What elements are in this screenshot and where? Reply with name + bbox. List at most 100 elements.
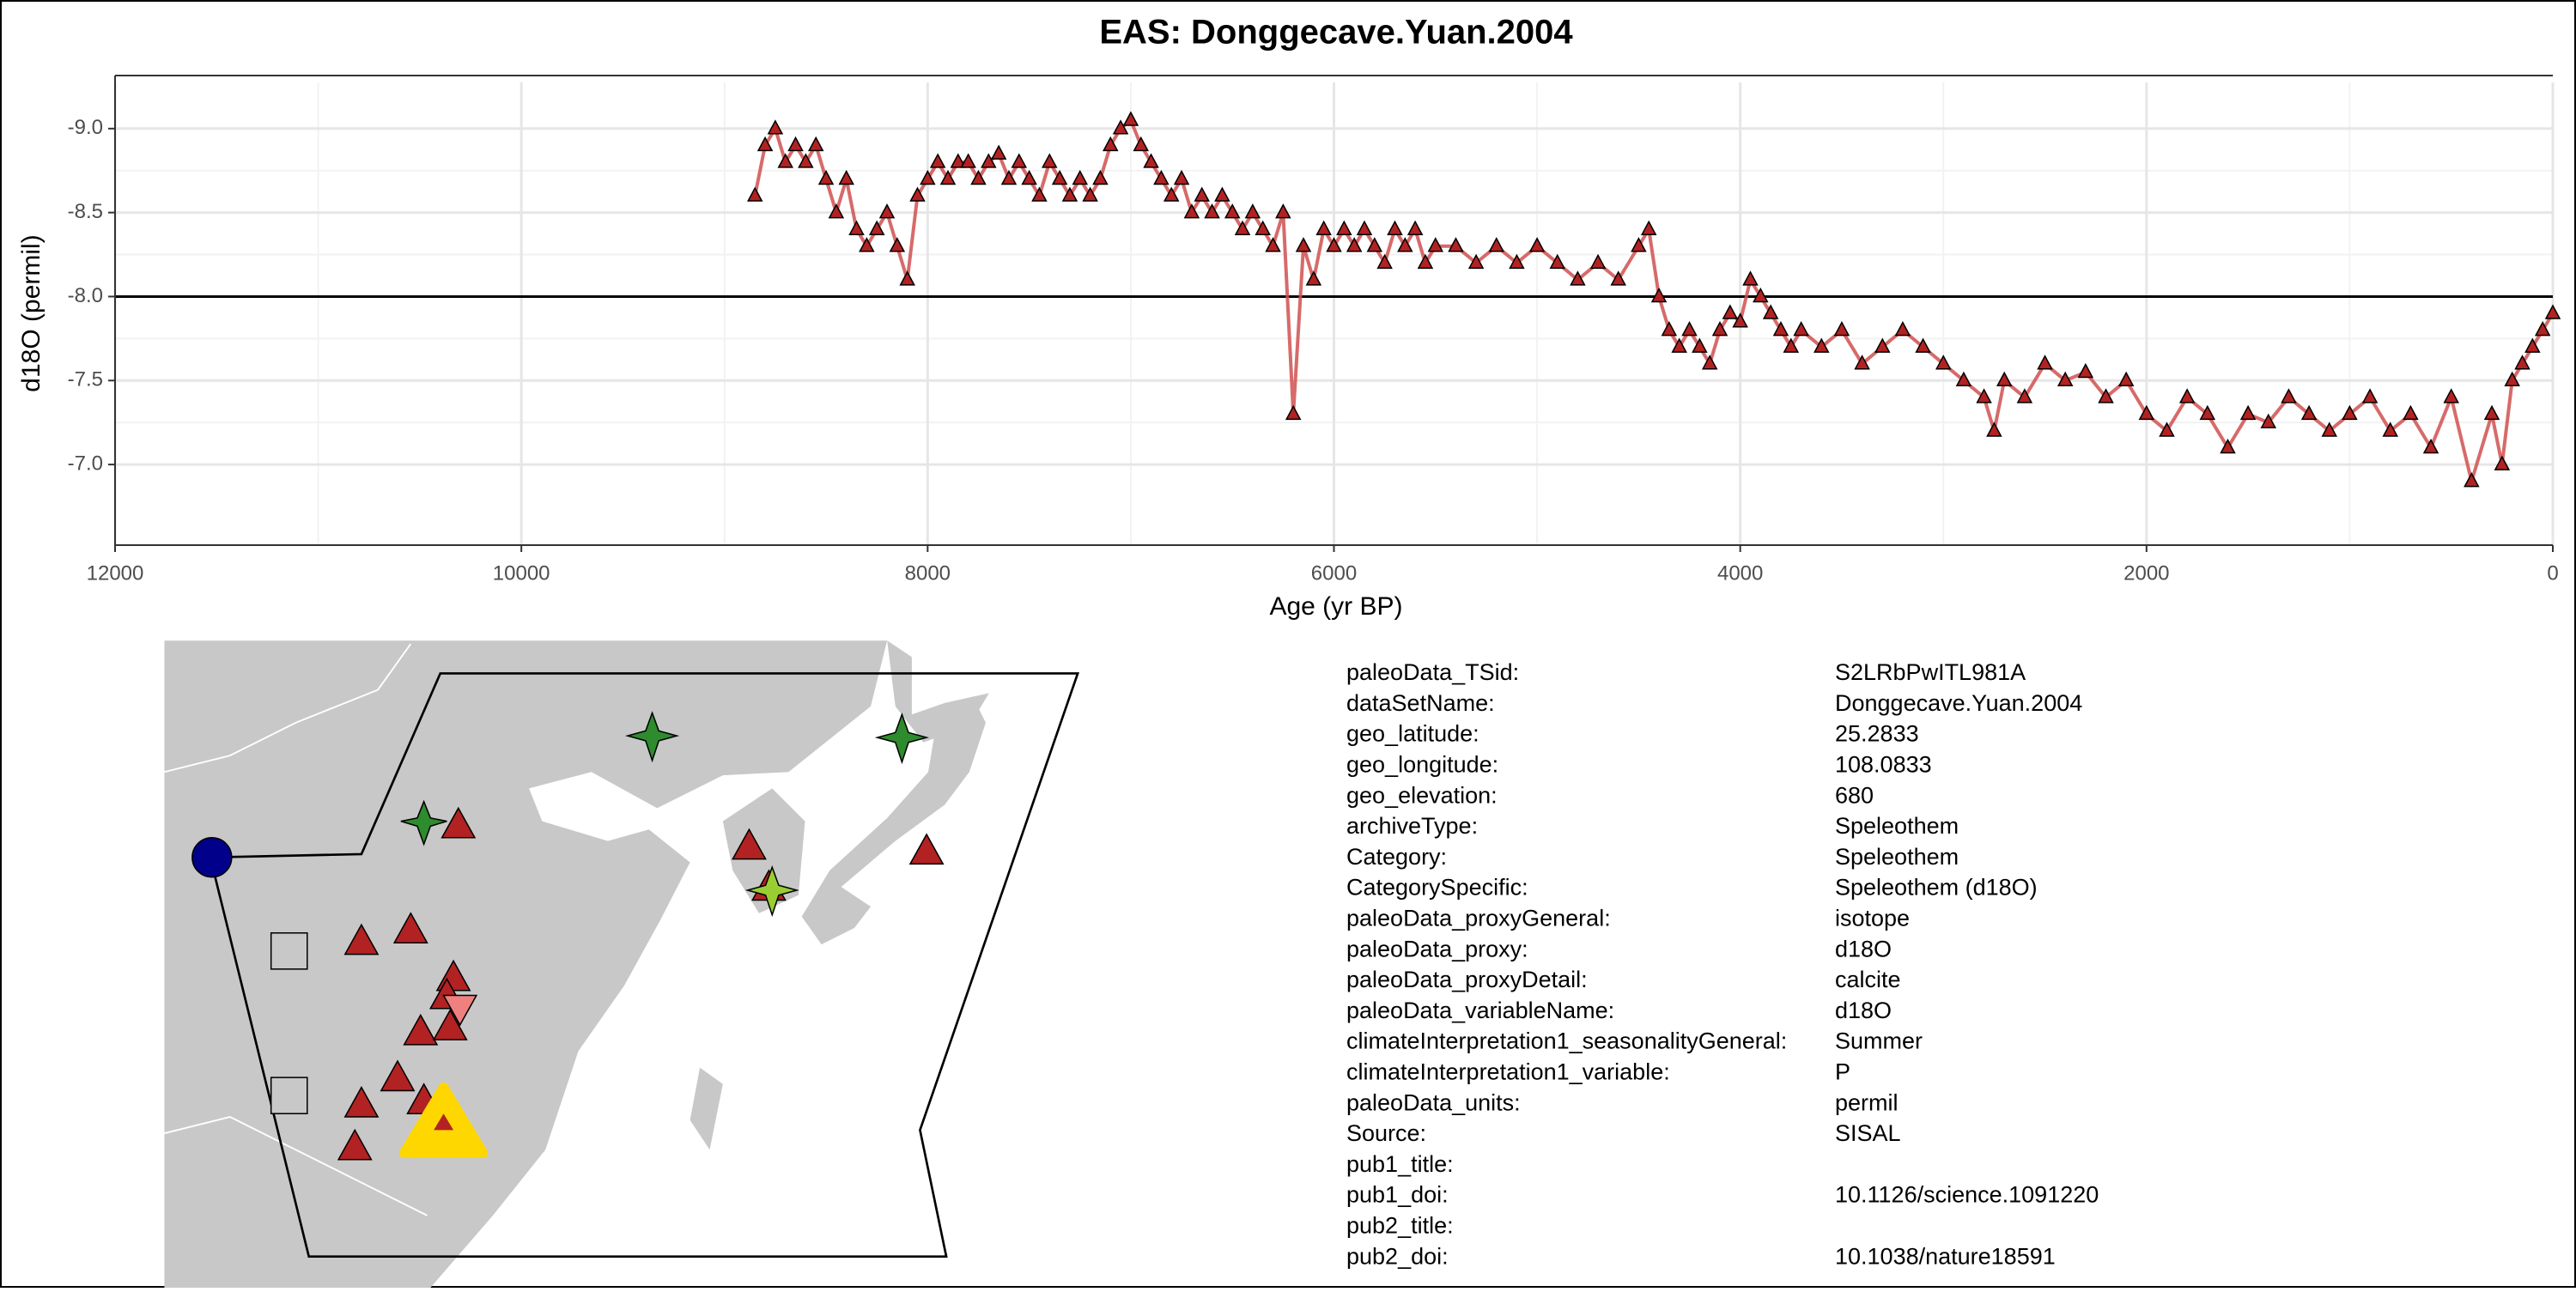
chart-title: EAS: Donggecave.Yuan.2004: [1099, 14, 1573, 52]
metadata-table: paleoData_TSid: S2LRbPwITL981A dataSetName…: [1346, 659, 2099, 1269]
meta-value: S2LRbPwITL981A: [1835, 659, 2026, 685]
meta-value: d18O: [1835, 998, 1892, 1023]
data-point: [859, 237, 875, 252]
data-point: [2483, 404, 2500, 421]
data-point: [2494, 455, 2511, 470]
data-point: [981, 153, 997, 168]
meta-key: climateInterpretation1_variable:: [1346, 1059, 1670, 1085]
data-point: [1640, 220, 1657, 235]
y-tick-label: -7.5: [68, 368, 103, 391]
site: [874, 713, 930, 765]
data-point: [1692, 337, 1708, 353]
data-point: [1681, 320, 1698, 337]
data-point: [1122, 111, 1139, 126]
data-point: [1894, 320, 1911, 337]
data-point: [1031, 186, 1048, 202]
data-point: [1376, 253, 1393, 270]
data-point: [1173, 169, 1190, 185]
meta-value: Donggecave.Yuan.2004: [1835, 690, 2082, 716]
data-point: [2514, 355, 2530, 370]
data-point: [1722, 304, 1739, 319]
data-point: [2422, 438, 2439, 454]
meta-key: Source:: [1346, 1120, 1426, 1146]
data-point: [1986, 422, 2002, 437]
y-tick-label: -7.0: [68, 452, 103, 475]
data-point: [2199, 404, 2216, 421]
data-point: [2117, 371, 2135, 387]
site: [191, 837, 233, 878]
data-point: [1011, 153, 1028, 168]
data-point: [1346, 237, 1363, 252]
site: [442, 994, 478, 1027]
x-tick-label: 12000: [87, 561, 144, 585]
data-point: [848, 220, 865, 235]
data-point: [1570, 270, 1586, 286]
data-point: [878, 203, 896, 219]
land: [801, 696, 986, 945]
data-point: [1589, 253, 1607, 270]
data-point: [828, 203, 845, 219]
data-point: [2260, 413, 2277, 428]
data-point: [1295, 237, 1312, 252]
data-point: [817, 169, 835, 185]
data-point: [1874, 337, 1891, 353]
data-point: [1955, 371, 1972, 387]
data-point: [1051, 169, 1068, 185]
data-point: [1397, 237, 1413, 252]
land: [722, 788, 805, 913]
data-point: [1336, 220, 1352, 235]
data-point: [2342, 404, 2358, 421]
data-point: [2178, 388, 2196, 403]
data-point: [1326, 237, 1342, 252]
y-tick-label: -8.0: [68, 284, 103, 307]
data-point: [2534, 320, 2551, 337]
data-point: [970, 169, 987, 185]
meta-key: paleoData_variableName:: [1346, 998, 1614, 1023]
data-point: [1153, 169, 1170, 185]
x-tick-label: 8000: [905, 561, 951, 585]
data-point: [1753, 287, 1769, 303]
site: [343, 1086, 380, 1118]
grid: [113, 82, 2555, 545]
data-point: [1732, 312, 1748, 328]
x-tick-label: 4000: [1717, 561, 1763, 585]
data-point: [2138, 404, 2155, 421]
land: [690, 1067, 723, 1150]
data-point: [2281, 388, 2297, 403]
site: [343, 923, 380, 955]
x-tick-label: 2000: [2123, 561, 2169, 585]
y-tick-label: -9.0: [68, 116, 103, 139]
data-point: [1976, 388, 1992, 403]
meta-key: pub2_doi:: [1346, 1243, 1449, 1269]
data-point: [777, 153, 793, 168]
data-point: [1417, 253, 1434, 270]
meta-value: 25.2833: [1835, 721, 1919, 747]
meta-value: 10.1126/science.1091220: [1835, 1182, 2099, 1208]
data-point: [2077, 362, 2094, 379]
data-point: [2361, 388, 2379, 403]
data-point: [2159, 422, 2175, 437]
meta-key: paleoData_proxyDetail:: [1346, 967, 1588, 992]
data-point: [920, 169, 936, 185]
data-point: [2321, 422, 2338, 437]
x-tick-label: 6000: [1311, 561, 1357, 585]
data-point: [1854, 355, 1870, 370]
data-point: [1996, 371, 2013, 387]
meta-key: paleoData_proxy:: [1346, 936, 1528, 961]
meta-key: geo_latitude:: [1346, 721, 1479, 747]
meta-value: permil: [1835, 1089, 1899, 1115]
site: [744, 864, 799, 918]
site: [270, 1077, 308, 1114]
data-point: [1406, 220, 1424, 235]
data-point: [1265, 237, 1281, 252]
meta-key: dataSetName:: [1346, 690, 1495, 716]
meta-key: archiveType:: [1346, 813, 1478, 839]
data-point: [1610, 270, 1626, 286]
site: [380, 1059, 416, 1092]
data-point: [2016, 388, 2033, 403]
data-point: [1133, 136, 1149, 152]
y-tick-label: -8.5: [68, 200, 103, 223]
data-point: [1021, 169, 1037, 185]
data-point: [960, 153, 976, 168]
